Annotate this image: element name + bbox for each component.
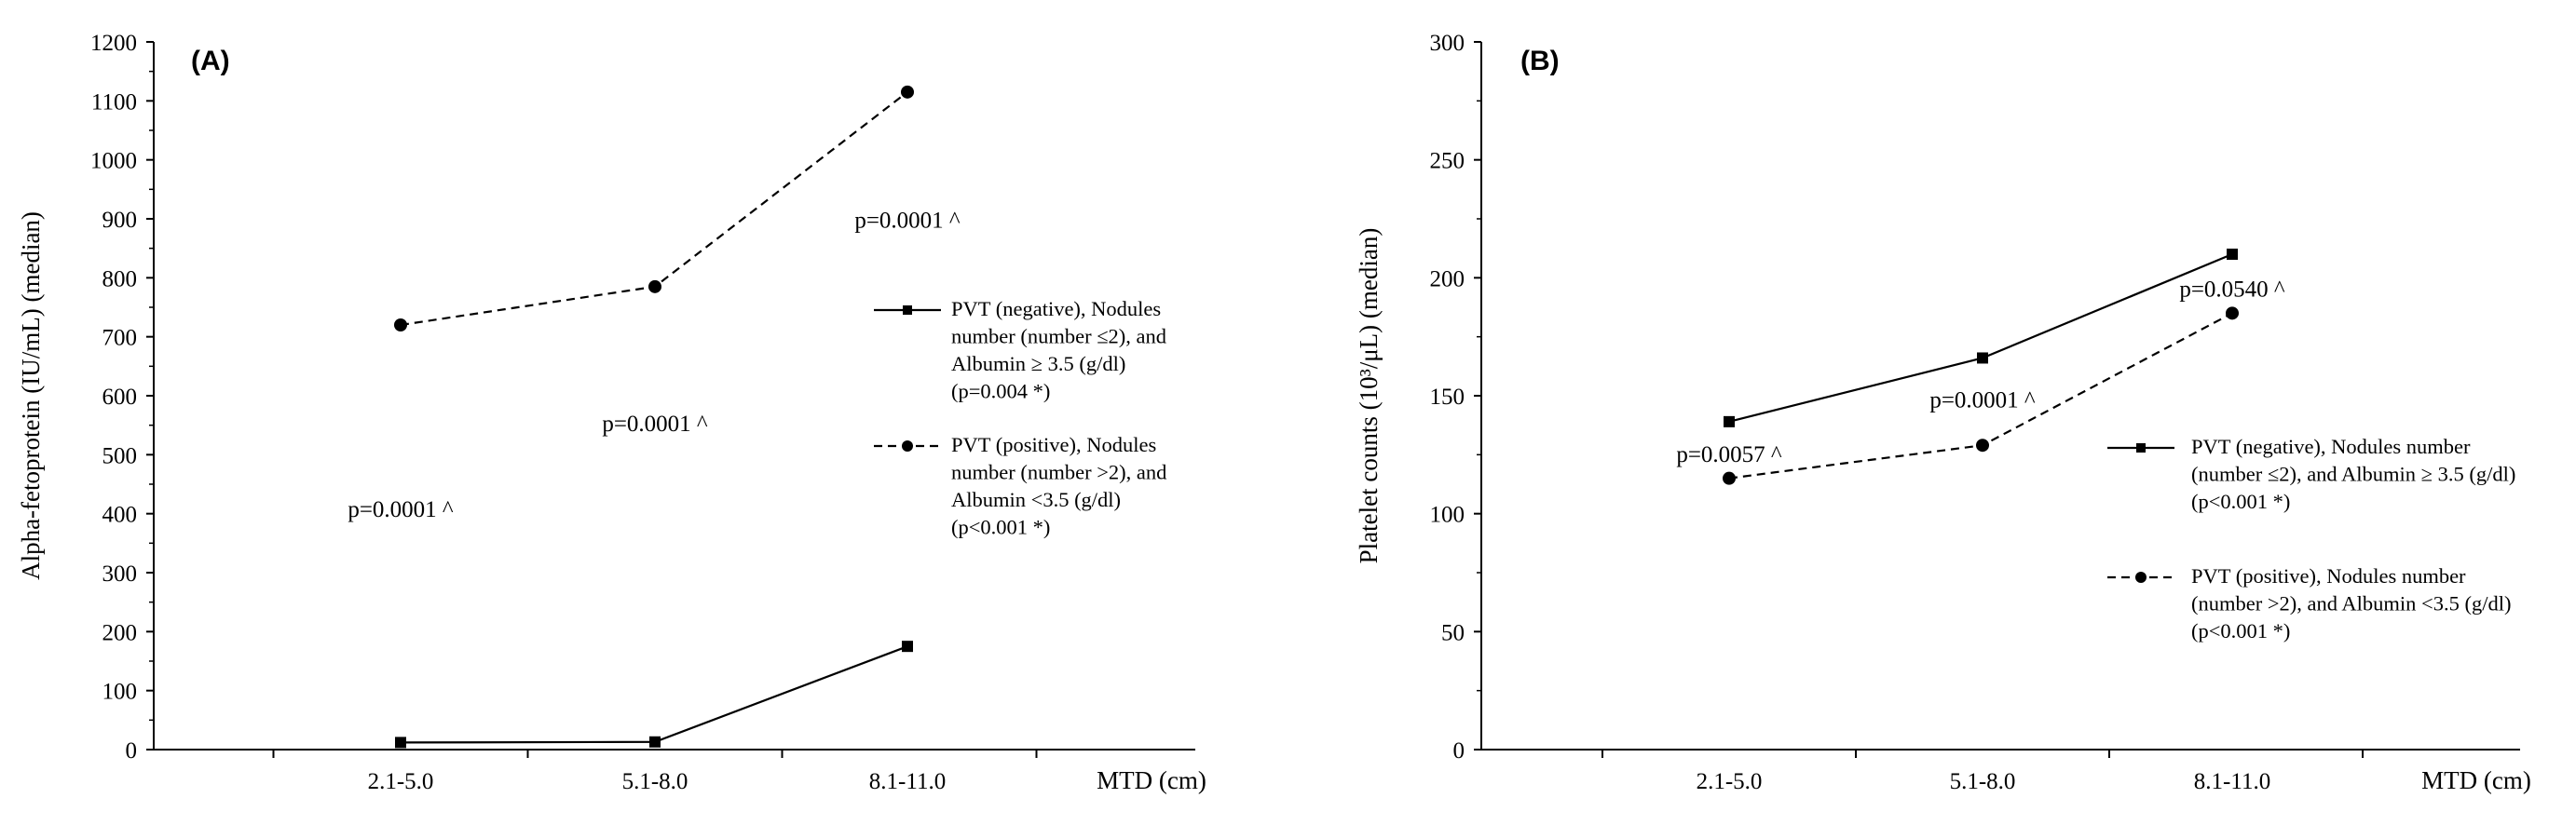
legend-label-line: PVT (positive), Nodules number bbox=[2191, 564, 2466, 588]
y-tick-label: 200 bbox=[1430, 266, 1465, 291]
legend-label-line: (number >2), and Albumin <3.5 (g/dl) bbox=[2191, 592, 2511, 615]
y-tick-label: 900 bbox=[102, 208, 138, 233]
data-point-circle bbox=[1976, 439, 1989, 453]
legend-label-line: Albumin ≥ 3.5 (g/dl) bbox=[951, 352, 1125, 375]
data-point-square bbox=[2227, 249, 2238, 260]
legend-label-line: number (number ≤2), and bbox=[951, 325, 1166, 348]
data-point-circle bbox=[394, 318, 407, 331]
legend-label-line: (number ≤2), and Albumin ≥ 3.5 (g/dl) bbox=[2191, 463, 2515, 486]
data-point-circle bbox=[2226, 306, 2239, 320]
y-tick-label: 600 bbox=[102, 385, 138, 410]
data-point-square bbox=[1724, 415, 1735, 427]
p-value-annotation: p=0.0001 ^ bbox=[602, 412, 708, 437]
legend-marker-square bbox=[903, 305, 912, 315]
p-value-annotation: p=0.0540 ^ bbox=[2179, 277, 2285, 303]
y-tick-label: 200 bbox=[102, 620, 138, 645]
data-point-square bbox=[1977, 352, 1988, 364]
x-tick-label: 2.1-5.0 bbox=[1697, 769, 1763, 794]
data-point-circle bbox=[648, 279, 661, 293]
panel-b: 0 50 100 150 200 250 300 2.1-5.0 5.1-8.0 8.1-11.0… bbox=[1355, 31, 2531, 794]
panel-a: 0 100 200 300 400 500 600 700 800 900 1000 1100 1200… bbox=[17, 31, 1206, 794]
legend-label-line: (p<0.001 *) bbox=[2191, 490, 2290, 513]
legend-label-line: number (number >2), and bbox=[951, 461, 1166, 484]
legend-label-line: (p<0.001 *) bbox=[2191, 619, 2290, 642]
p-value-annotation: p=0.0001 ^ bbox=[1929, 388, 2036, 413]
x-tick-label: 2.1-5.0 bbox=[368, 769, 434, 794]
legend-marker-circle bbox=[2135, 572, 2147, 583]
y-tick-label: 500 bbox=[102, 443, 138, 468]
y-tick-label: 100 bbox=[1430, 503, 1465, 528]
p-value-annotation: p=0.0001 ^ bbox=[854, 209, 961, 234]
y-tick-label: 300 bbox=[102, 561, 138, 587]
x-axis-title: MTD (cm) bbox=[1097, 766, 1206, 794]
legend-label-line: PVT (negative), Nodules number bbox=[2191, 435, 2471, 458]
data-point-circle bbox=[901, 85, 914, 99]
y-tick-label: 1100 bbox=[91, 89, 137, 115]
legend-label-line: PVT (negative), Nodules bbox=[951, 297, 1161, 320]
series-line-negative bbox=[400, 645, 908, 744]
y-tick-label: 1200 bbox=[90, 31, 137, 56]
legend-marker-square bbox=[2136, 443, 2146, 453]
y-tick-label: 150 bbox=[1430, 385, 1465, 410]
y-axis-title: Alpha-fetoprotein (IU/mL) (median) bbox=[17, 211, 45, 580]
legend-label-line: PVT (positive), Nodules bbox=[951, 433, 1156, 456]
x-tick-label: 5.1-8.0 bbox=[622, 769, 688, 794]
legend-label-line: Albumin <3.5 (g/dl) bbox=[951, 488, 1121, 511]
data-point-circle bbox=[1723, 471, 1736, 485]
panel-label: (A) bbox=[191, 46, 230, 76]
legend-label-line: (p<0.001 *) bbox=[951, 516, 1050, 539]
p-value-annotation: p=0.0057 ^ bbox=[1676, 442, 1782, 467]
y-tick-label: 400 bbox=[102, 503, 138, 528]
legend-label-line: (p=0.004 *) bbox=[951, 380, 1050, 403]
y-tick-label: 300 bbox=[1430, 31, 1465, 56]
y-tick-label: 1000 bbox=[90, 149, 137, 174]
p-value-annotation: p=0.0001 ^ bbox=[348, 497, 454, 522]
panel-label: (B) bbox=[1520, 46, 1560, 76]
legend-marker-circle bbox=[902, 440, 913, 452]
y-axis-title: Platelet counts (10³/μL) (median) bbox=[1355, 228, 1383, 564]
y-tick-label: 250 bbox=[1430, 149, 1465, 174]
data-point-square bbox=[395, 737, 406, 749]
y-tick-label: 0 bbox=[126, 738, 138, 764]
x-tick-label: 8.1-11.0 bbox=[869, 769, 946, 794]
y-tick-label: 0 bbox=[1453, 738, 1465, 764]
x-tick-label: 8.1-11.0 bbox=[2194, 769, 2270, 794]
x-axis-title: MTD (cm) bbox=[2421, 766, 2531, 794]
y-tick-label: 100 bbox=[102, 680, 138, 705]
y-tick-label: 700 bbox=[102, 326, 138, 351]
data-point-square bbox=[902, 641, 913, 653]
x-tick-label: 5.1-8.0 bbox=[1950, 769, 2016, 794]
y-tick-label: 50 bbox=[1441, 620, 1465, 645]
data-point-square bbox=[649, 736, 661, 748]
y-tick-label: 800 bbox=[102, 266, 138, 291]
